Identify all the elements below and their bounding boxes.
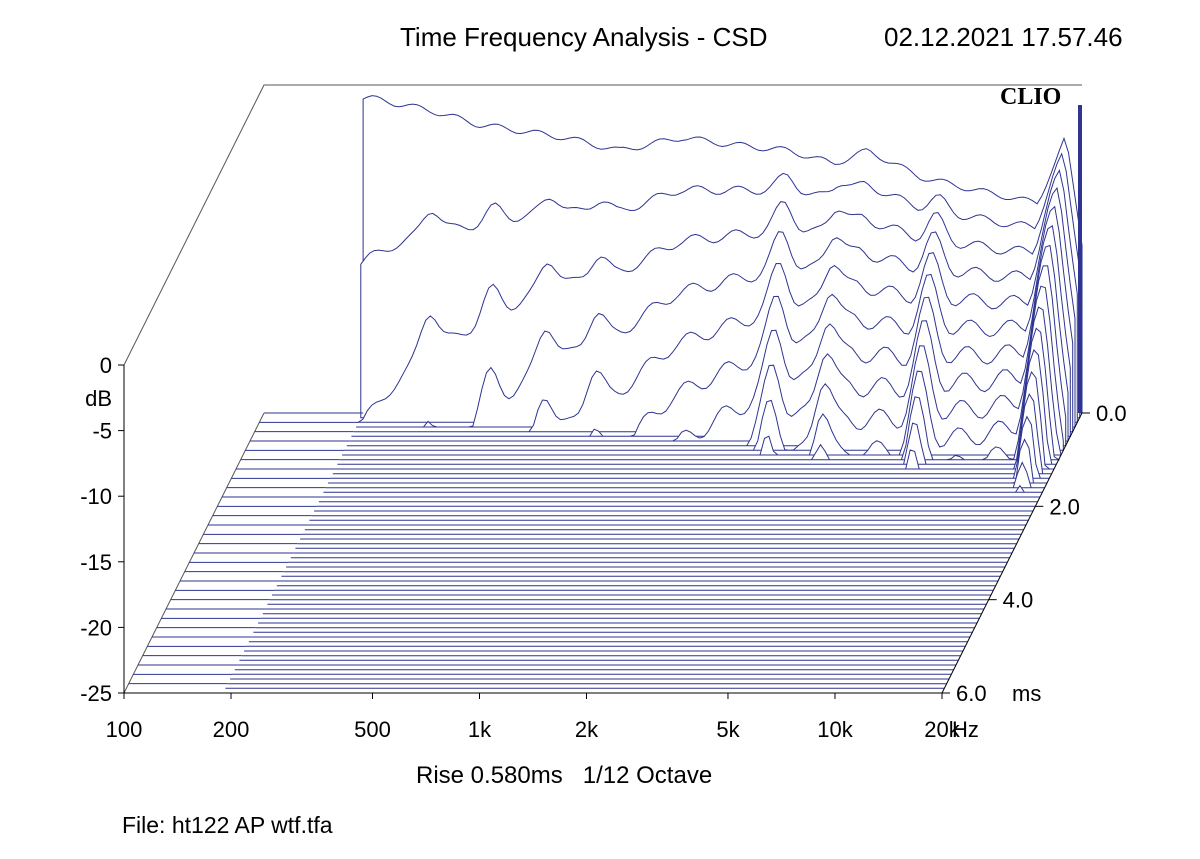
x-tick-label: 1k bbox=[468, 717, 492, 742]
slice-7 bbox=[346, 265, 1067, 447]
x-tick-label: 5k bbox=[716, 717, 740, 742]
x-tick-label: 10k bbox=[817, 717, 853, 742]
x-tick-label: 20k bbox=[924, 717, 960, 742]
x-tick-label: 200 bbox=[213, 717, 250, 742]
y-tick-label: -10 bbox=[80, 484, 112, 509]
slice-13 bbox=[332, 393, 1052, 475]
y-tick-label: -5 bbox=[92, 419, 112, 444]
chart-title: Time Frequency Analysis - CSD bbox=[400, 22, 768, 52]
smoothing-value: 1/12 Octave bbox=[582, 762, 713, 789]
z-tick-label: 4.0 bbox=[1003, 588, 1034, 613]
y-tick-label: 0 bbox=[100, 353, 112, 378]
y-tick-label: -15 bbox=[80, 550, 112, 575]
slice-14 bbox=[330, 415, 1050, 479]
z-tick-label: 2.0 bbox=[1049, 494, 1080, 519]
y-axis-unit: dB bbox=[85, 386, 112, 411]
brand-logo: CLIO bbox=[1000, 84, 1062, 110]
x-tick-label: 500 bbox=[354, 717, 391, 742]
slice-12 bbox=[335, 370, 1054, 470]
x-tick-label: 2k bbox=[575, 717, 599, 742]
slice-17 bbox=[323, 484, 1043, 493]
z-tick-label: 6.0 bbox=[956, 681, 987, 706]
y-tick-label: -20 bbox=[80, 615, 112, 640]
slice-9 bbox=[342, 306, 1062, 456]
z-tick-label: 0.0 bbox=[1096, 401, 1127, 426]
x-axis-unit: Hz bbox=[952, 717, 979, 742]
slice-16 bbox=[325, 461, 1045, 489]
z-axis-unit: ms bbox=[1012, 681, 1041, 706]
plot-axes: 0 -5 -10 -15 -20 -25 dB 100 200 500 1k 2k 5k 10k 20kHz… bbox=[80, 353, 1126, 742]
timestamp: 02.12.2021 17.57.46 bbox=[884, 22, 1123, 52]
back-wall-edge bbox=[1078, 105, 1082, 413]
slice-15 bbox=[328, 438, 1047, 484]
slice-11 bbox=[337, 349, 1057, 465]
rise-label: Rise 0.580ms 1/12 Octave bbox=[416, 762, 712, 790]
x-tick-label: 100 bbox=[106, 717, 143, 742]
rise-value: Rise 0.580ms bbox=[416, 762, 563, 789]
waterfall-slices bbox=[124, 95, 1083, 694]
slice-10 bbox=[339, 327, 1061, 461]
file-label: File: ht122 AP wtf.tfa bbox=[122, 812, 333, 838]
y-tick-label: -25 bbox=[80, 681, 112, 706]
z-axis-line bbox=[941, 412, 1083, 694]
